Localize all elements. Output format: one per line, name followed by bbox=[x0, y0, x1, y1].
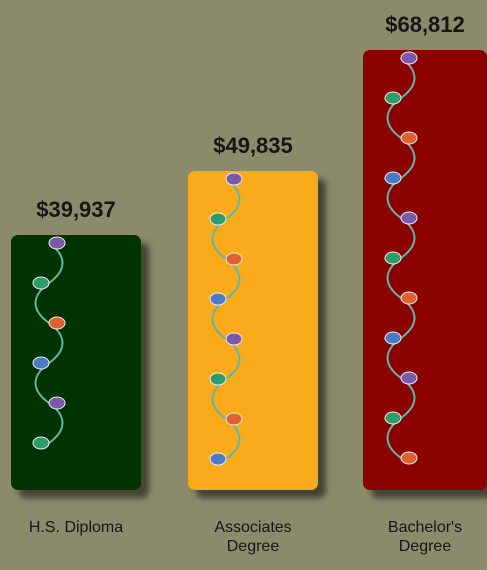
vine-ornament bbox=[384, 51, 418, 465]
category-label: H.S. Diploma bbox=[28, 519, 124, 536]
bar bbox=[11, 234, 141, 490]
value-label: $49,835 bbox=[213, 133, 293, 159]
bar bbox=[188, 171, 318, 490]
value-label: $68,812 bbox=[385, 12, 465, 37]
bar bbox=[363, 50, 487, 490]
category-label: Associates Degree bbox=[214, 519, 292, 555]
category-label: Bachelor's Degree bbox=[387, 519, 463, 555]
value-label: $39,937 bbox=[36, 196, 116, 222]
vine-ornament bbox=[209, 172, 243, 466]
vine-ornament bbox=[32, 236, 66, 450]
